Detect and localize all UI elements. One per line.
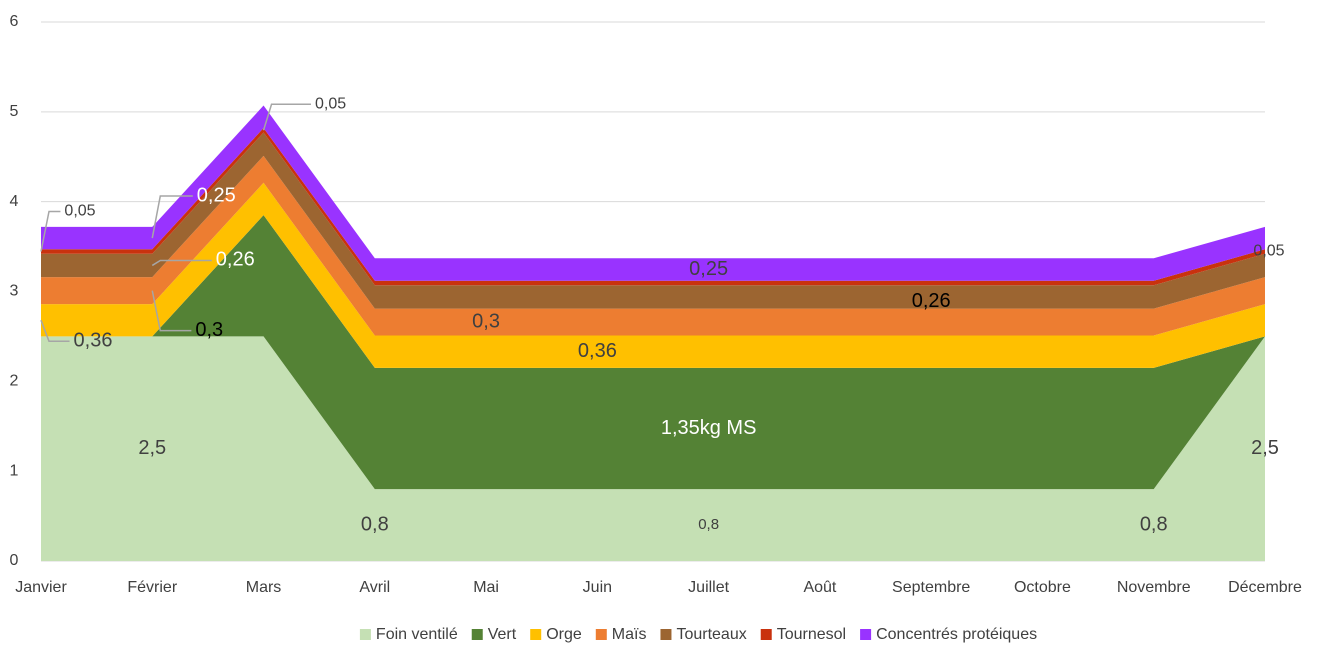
x-tick-label: Juin <box>583 579 612 596</box>
data-label: 0,26 <box>912 290 951 312</box>
data-label: 0,25 <box>197 184 236 206</box>
leader-line <box>40 319 70 342</box>
areas <box>41 105 1265 561</box>
x-tick-label: Avril <box>359 579 390 596</box>
x-tick-label: Septembre <box>892 579 970 596</box>
legend: Foin ventilé Vert Orge Maïs Tourteaux Tournes… <box>359 626 1037 643</box>
leader-line <box>151 290 192 332</box>
data-label: 0,05 <box>315 95 346 112</box>
area <box>41 155 1265 336</box>
legend-swatch <box>595 629 607 640</box>
x-tick-label: Mai <box>473 579 499 596</box>
data-label: 0,26 <box>216 249 255 271</box>
data-label: 0,36 <box>578 340 617 362</box>
data-label: 0,3 <box>472 310 500 332</box>
data-label: 0,8 <box>698 516 719 533</box>
y-tick-label: 1 <box>10 462 19 479</box>
legend-swatch <box>760 629 772 640</box>
x-tick-label: Décembre <box>1228 579 1302 596</box>
area <box>41 215 1265 490</box>
data-label: 2,5 <box>1251 437 1279 459</box>
legend-label: Tourteaux <box>676 626 746 643</box>
data-label: 1,35kg MS <box>661 417 757 439</box>
legend-label: Maïs <box>612 626 647 643</box>
y-tick-label: 6 <box>10 13 19 30</box>
x-tick-label: Octobre <box>1014 579 1071 596</box>
labels: 2,5 0,8 0,8 0,8 2,5 1,35kg MS 0,36 0,36 0,3 0,3 0,… <box>40 95 1285 535</box>
y-tick-label: 5 <box>10 103 19 120</box>
area <box>41 105 1265 281</box>
legend-swatch <box>530 629 542 640</box>
data-label: 0,05 <box>64 203 95 220</box>
data-label: 0,8 <box>1140 513 1168 535</box>
legend-label: Concentrés protéiques <box>876 626 1037 643</box>
legend-swatch <box>471 629 483 640</box>
leader-line <box>40 210 61 252</box>
y-tick-label: 2 <box>10 373 19 390</box>
data-label: 2,5 <box>138 437 166 459</box>
data-label: 0,25 <box>689 258 728 280</box>
legend-swatch <box>860 629 872 640</box>
data-label: 0,8 <box>361 513 389 535</box>
y-tick-label: 0 <box>10 552 19 569</box>
y-tick-label: 3 <box>10 283 19 300</box>
legend-swatch <box>359 629 371 640</box>
legend-label: Tournesol <box>777 626 846 643</box>
area <box>41 182 1265 368</box>
x-tick-label: Novembre <box>1117 579 1191 596</box>
x-tick-label: Août <box>803 579 836 596</box>
area <box>41 132 1265 309</box>
data-label: 0,36 <box>74 330 113 352</box>
x-tick-label: Février <box>127 579 177 596</box>
legend-label: Orge <box>546 626 582 643</box>
leader-line <box>151 195 193 239</box>
legend-label: Vert <box>488 626 517 643</box>
legend-label: Foin ventilé <box>376 626 458 643</box>
leader-line <box>151 259 212 267</box>
data-label: 0,3 <box>195 319 223 341</box>
area <box>41 128 1265 286</box>
y-tick-label: 4 <box>10 193 19 210</box>
legend-swatch <box>660 629 672 640</box>
x-tick-label: Mars <box>246 579 282 596</box>
x-tick-label: Juillet <box>688 579 729 596</box>
data-label: 0,05 <box>1253 243 1284 260</box>
leader-line <box>262 103 311 131</box>
area <box>41 336 1265 561</box>
x-tick-label: Janvier <box>15 579 67 596</box>
